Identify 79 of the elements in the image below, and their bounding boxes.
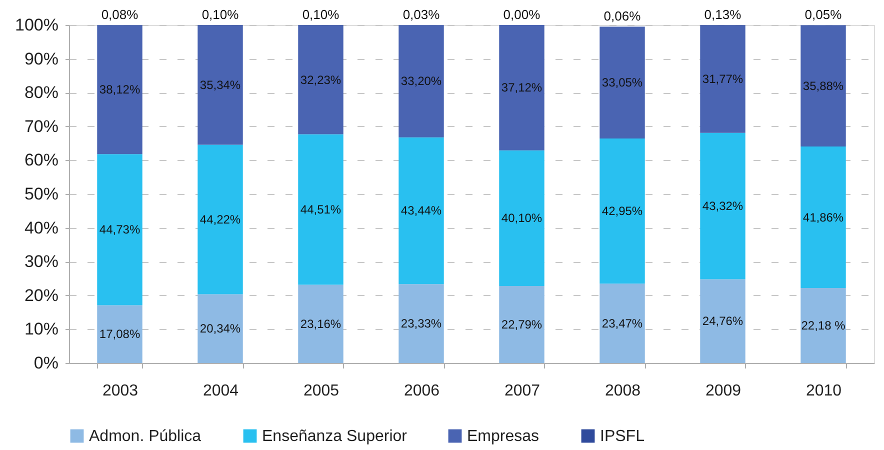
data-label: 44,51%: [300, 202, 342, 216]
y-tick-label: 20%: [24, 286, 58, 305]
data-label: 23,16%: [300, 316, 342, 331]
data-label: 0,10%: [202, 7, 240, 22]
legend-label: Enseñanza Superior: [262, 428, 408, 445]
y-tick-label: 100%: [15, 16, 58, 34]
x-tick-label: 2006: [404, 382, 440, 400]
bar: [600, 26, 645, 138]
data-label: 44,73%: [99, 222, 140, 237]
bar: [600, 138, 645, 284]
data-label: 33,20%: [400, 74, 442, 88]
data-label: 0,13%: [704, 7, 742, 22]
y-tick-label: 30%: [24, 252, 58, 272]
bar: [700, 279, 746, 363]
data-label: 23,33%: [400, 316, 442, 331]
bar: [499, 24, 544, 150]
x-tick-label: 2004: [202, 382, 239, 400]
data-label: 20,34%: [200, 322, 241, 336]
legend-label: Empresas: [467, 428, 540, 445]
data-label: 35,88%: [802, 78, 844, 93]
bar: [97, 305, 142, 363]
y-tick-label: 60%: [24, 150, 58, 170]
x-tick-label: 2010: [806, 382, 842, 400]
data-label: 43,32%: [702, 199, 744, 214]
bar: [398, 137, 444, 284]
x-tick-label: 2003: [102, 382, 138, 400]
data-label: 24,76%: [702, 314, 744, 328]
data-label: 22,18 %: [801, 318, 846, 333]
data-label: 37,12%: [501, 80, 542, 95]
bar: [198, 294, 243, 363]
y-tick-label: 80%: [24, 83, 58, 102]
y-tick-label: 70%: [24, 116, 58, 136]
y-tick-label: 0%: [34, 354, 58, 372]
bar: [198, 144, 243, 294]
data-label: 22,79%: [501, 317, 542, 332]
y-tick-label: 40%: [24, 218, 58, 238]
x-tick-label: 2007: [504, 382, 540, 400]
data-label: 38,12%: [99, 82, 140, 97]
bar: [298, 25, 344, 134]
bar: [800, 146, 846, 288]
bar: [700, 132, 746, 280]
bar: [298, 284, 344, 363]
data-label: 0,03%: [402, 7, 440, 22]
data-label: 35,34%: [200, 78, 241, 92]
bar: [198, 25, 243, 145]
data-label: 23,47%: [602, 316, 643, 330]
bar: [97, 25, 142, 154]
bar: [499, 286, 544, 363]
data-label: 33,05%: [602, 76, 643, 90]
legend-label: IPSFL: [600, 428, 645, 445]
bar: [398, 25, 444, 138]
bar: [600, 284, 645, 363]
legend-label: Admon. Pública: [89, 428, 202, 445]
bar: [800, 288, 846, 363]
data-label: 0,06%: [604, 8, 642, 24]
data-label: 31,77%: [702, 72, 744, 86]
data-label: 41,86%: [802, 210, 844, 224]
bar: [97, 154, 142, 306]
bar: [298, 134, 344, 285]
y-tick-label: 10%: [24, 320, 58, 339]
y-tick-label: 50%: [24, 184, 58, 204]
x-tick-label: 2005: [303, 382, 340, 400]
data-label: 0,08%: [101, 6, 139, 22]
data-label: 0,10%: [302, 7, 340, 22]
x-tick-label: 2008: [604, 382, 641, 400]
bar: [700, 26, 746, 133]
data-label: 40,10%: [501, 211, 542, 226]
data-label: 0,00%: [503, 6, 541, 22]
data-label: 0,05%: [804, 7, 842, 22]
data-label: 17,08%: [99, 327, 140, 342]
bar: [398, 284, 444, 363]
data-label: 44,22%: [200, 212, 241, 227]
x-tick-label: 2009: [705, 382, 742, 400]
y-tick-label: 90%: [24, 49, 58, 68]
bar: [800, 25, 846, 147]
data-label: 32,23%: [300, 72, 342, 87]
bar: [499, 150, 544, 286]
data-label: 42,95%: [602, 204, 643, 218]
data-label: 43,44%: [400, 204, 442, 218]
